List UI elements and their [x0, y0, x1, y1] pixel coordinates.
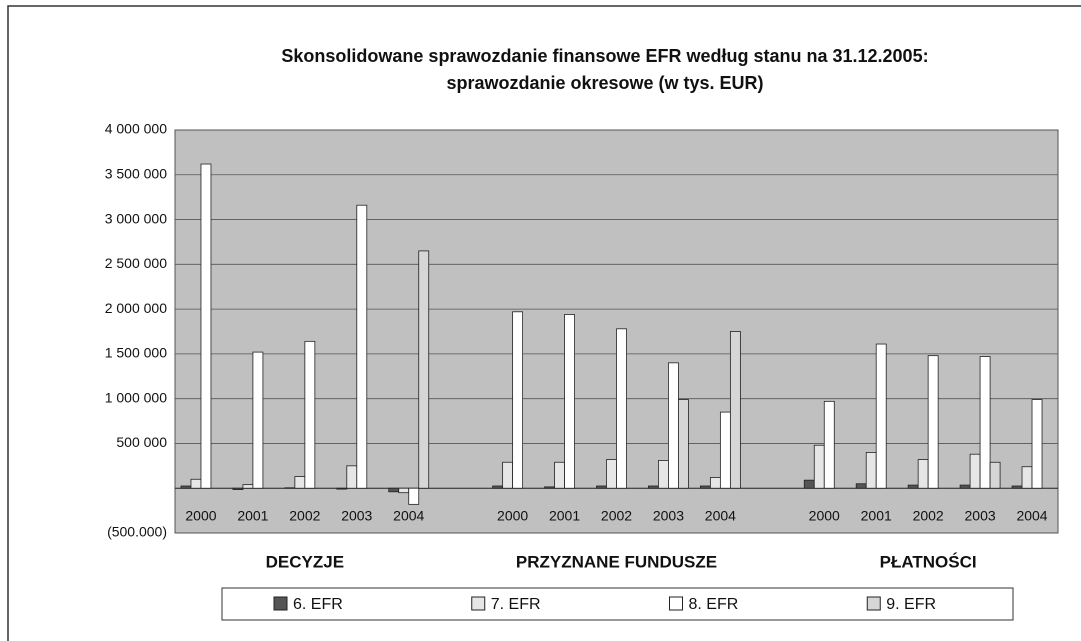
x-tick-label: 2002: [913, 508, 944, 524]
bar: [304, 340, 316, 489]
bar: [969, 453, 981, 489]
x-tick-label: 2001: [861, 508, 892, 524]
bar: [616, 328, 627, 489]
chart-title: sprawozdanie okresowe (w tys. EUR): [446, 73, 763, 93]
bar: [606, 459, 617, 489]
bar: [678, 399, 689, 489]
bar: [398, 487, 410, 494]
x-tick-label: 2003: [653, 508, 684, 524]
bar: [875, 343, 887, 489]
y-tick-label: 2 000 000: [105, 300, 167, 316]
bar: [989, 461, 1001, 489]
bar: [596, 485, 607, 489]
chart-title: Skonsolidowane sprawozdanie finansowe EF…: [281, 46, 928, 66]
bar: [1021, 466, 1033, 489]
bar: [813, 444, 825, 489]
legend-swatch: [669, 596, 683, 611]
y-tick-label: 4 000 000: [105, 121, 167, 137]
bar: [658, 460, 669, 489]
bar: [709, 477, 721, 489]
y-tick-label: 1 500 000: [105, 345, 167, 361]
bar: [346, 465, 358, 489]
bar: [648, 485, 659, 489]
bar: [512, 311, 524, 489]
x-tick-label: 2000: [497, 508, 528, 524]
bar: [1011, 485, 1023, 489]
x-tick-label: 2001: [237, 508, 268, 524]
bar: [544, 486, 555, 489]
y-tick-label: 3 000 000: [105, 210, 167, 226]
bar: [729, 331, 741, 489]
legend-swatch: [866, 596, 881, 611]
legend: [221, 587, 1014, 621]
y-tick-label: 1 000 000: [105, 389, 167, 405]
x-tick-label: 2004: [1016, 508, 1047, 524]
y-tick-label: 2 500 000: [105, 255, 167, 271]
bar: [959, 484, 971, 489]
group-label: PRZYZNANE FUNDUSZE: [516, 552, 717, 571]
bar: [823, 400, 835, 489]
frame: [7, 5, 1081, 641]
bar: [408, 487, 420, 505]
legend-swatch: [273, 596, 288, 611]
y-tick-label: 3 500 000: [105, 165, 167, 181]
bar: [252, 351, 264, 489]
bar: [803, 479, 815, 489]
x-tick-label: 2000: [809, 508, 840, 524]
bar: [917, 459, 929, 489]
x-tick-label: 2004: [393, 508, 424, 524]
bar: [564, 314, 575, 489]
bar: [979, 356, 991, 489]
bar: [855, 483, 867, 489]
group-label: DECYZJE: [266, 552, 344, 571]
legend-label: 9. EFR: [886, 596, 936, 613]
bar: [356, 204, 368, 489]
group-label: PŁATNOŚCI: [880, 552, 977, 571]
bar: [502, 461, 514, 489]
bar: [294, 476, 306, 489]
bar: [907, 484, 919, 489]
y-tick-label: (500.000): [107, 524, 167, 540]
legend-label: 8. EFR: [689, 596, 739, 613]
bar: [180, 485, 192, 489]
legend-label: 6. EFR: [293, 596, 343, 613]
bar: [927, 355, 939, 489]
bar: [554, 461, 565, 489]
x-tick-label: 2000: [185, 508, 216, 524]
bar: [719, 411, 731, 489]
bar: [242, 484, 254, 489]
y-tick-label: 500 000: [116, 434, 167, 450]
bar: [668, 362, 679, 489]
bar: [418, 250, 430, 489]
bar: [336, 487, 348, 490]
bar: [388, 487, 400, 493]
legend-swatch: [471, 596, 486, 611]
x-tick-label: 2004: [705, 508, 736, 524]
legend-label: 7. EFR: [491, 596, 541, 613]
bar: [492, 485, 504, 489]
x-tick-label: 2002: [601, 508, 632, 524]
x-tick-label: 2003: [341, 508, 372, 524]
bar: [190, 478, 202, 489]
bar: [865, 451, 877, 489]
bar: [699, 485, 711, 489]
x-tick-label: 2003: [965, 508, 996, 524]
x-tick-label: 2001: [549, 508, 580, 524]
x-tick-label: 2002: [289, 508, 320, 524]
bar: [200, 163, 212, 489]
bar: [232, 487, 244, 490]
bar: [1031, 399, 1043, 489]
